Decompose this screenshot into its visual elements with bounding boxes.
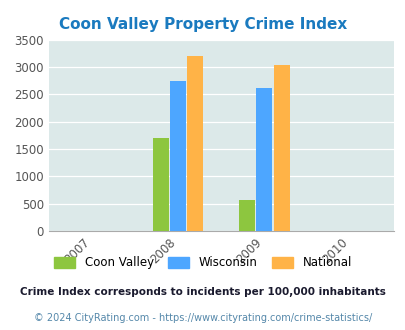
Bar — [239, 200, 254, 231]
Text: © 2024 CityRating.com - https://www.cityrating.com/crime-statistics/: © 2024 CityRating.com - https://www.city… — [34, 314, 371, 323]
Bar — [273, 65, 289, 231]
Bar — [170, 81, 185, 231]
Bar — [256, 88, 272, 231]
Legend: Coon Valley, Wisconsin, National: Coon Valley, Wisconsin, National — [49, 252, 356, 274]
Text: Crime Index corresponds to incidents per 100,000 inhabitants: Crime Index corresponds to incidents per… — [20, 287, 385, 297]
Bar — [153, 138, 168, 231]
Bar — [187, 56, 203, 231]
Text: Coon Valley Property Crime Index: Coon Valley Property Crime Index — [59, 17, 346, 32]
